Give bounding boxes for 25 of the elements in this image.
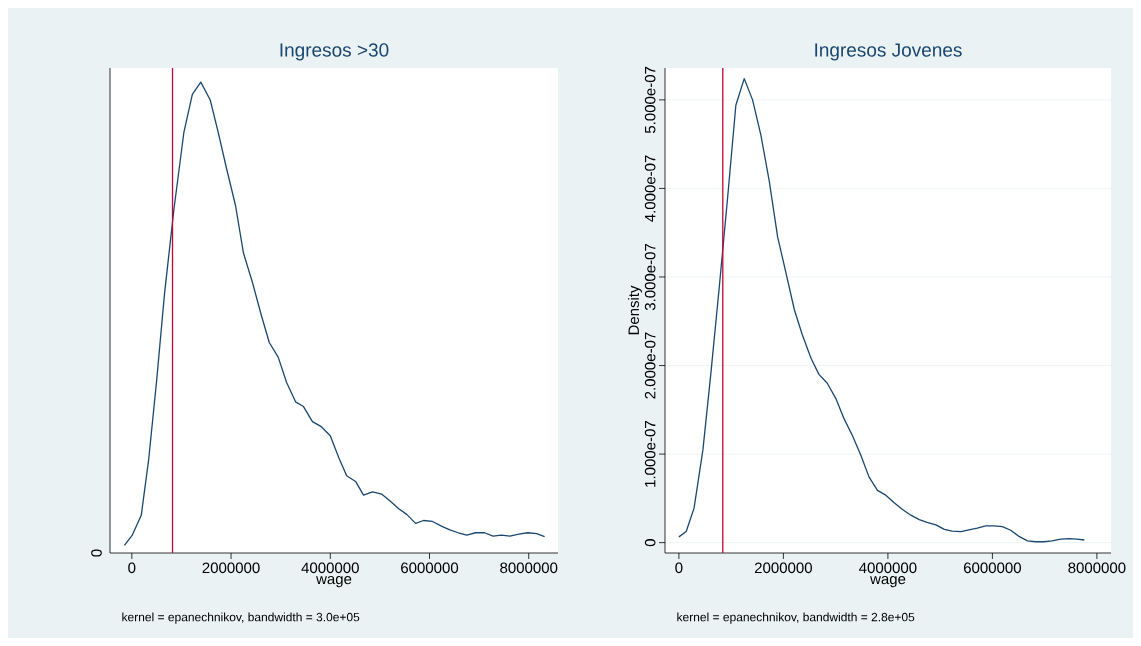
y-tick-label: 3.000e-07	[644, 243, 656, 311]
x-tick-label: 8000000	[500, 562, 558, 574]
line-series	[678, 77, 1086, 543]
x-tick-label: 6000000	[963, 562, 1021, 574]
x-tick-label: 4000000	[301, 562, 359, 574]
y-tick-label: 2.000e-07	[644, 332, 656, 399]
chart-title: Ingresos >30	[280, 43, 389, 61]
y-tick-label: 4.000e-07	[644, 155, 656, 222]
y-axis-title: Density	[628, 285, 642, 335]
x-tick-label: 8000000	[1068, 562, 1126, 574]
y-tick-label: 5.000e-07	[644, 66, 656, 134]
chart-title: Ingresos Jovenes	[815, 43, 962, 61]
x-tick-label: 0	[675, 562, 683, 574]
x-axis-title: wage	[316, 576, 352, 588]
x-tick-label: 4000000	[859, 562, 917, 574]
x-axis-title: wage	[870, 576, 906, 588]
y-tick-label: 1.000e-07	[644, 421, 656, 487]
x-tick-label: 6000000	[401, 562, 459, 574]
y-tick-label: 0	[644, 539, 656, 547]
text: 0	[91, 549, 102, 557]
text: kernel = epanechnikov, bandwidth = 2.8e+05	[677, 612, 915, 624]
text: kernel = epanechnikov, bandwidth = 3.0e+05	[122, 612, 360, 624]
x-tick-label: 0	[128, 562, 136, 574]
x-tick-label: 2000000	[754, 562, 812, 574]
x-tick-label: 2000000	[202, 562, 260, 574]
